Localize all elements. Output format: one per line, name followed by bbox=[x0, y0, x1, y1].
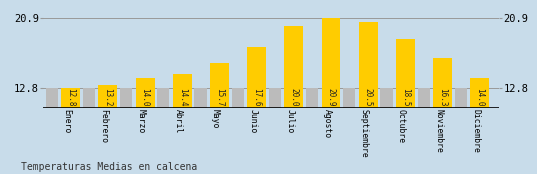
Text: 20.5: 20.5 bbox=[364, 88, 373, 107]
Bar bbox=[380, 88, 393, 108]
Bar bbox=[470, 78, 489, 108]
Bar bbox=[343, 88, 355, 108]
Bar bbox=[98, 85, 118, 108]
Text: 13.2: 13.2 bbox=[104, 88, 112, 107]
Bar bbox=[231, 88, 244, 108]
Bar bbox=[210, 63, 229, 108]
Bar bbox=[173, 74, 192, 108]
Bar bbox=[194, 88, 207, 108]
Text: 16.3: 16.3 bbox=[438, 88, 447, 107]
Bar bbox=[359, 22, 378, 108]
Bar bbox=[269, 88, 281, 108]
Text: 14.4: 14.4 bbox=[178, 88, 187, 107]
Bar bbox=[455, 88, 467, 108]
Bar bbox=[157, 88, 169, 108]
Bar bbox=[285, 26, 303, 108]
Text: 14.0: 14.0 bbox=[141, 88, 150, 107]
Text: 14.0: 14.0 bbox=[475, 88, 484, 107]
Bar bbox=[306, 88, 318, 108]
Text: 20.9: 20.9 bbox=[326, 88, 336, 107]
Bar bbox=[396, 39, 415, 108]
Bar bbox=[83, 88, 95, 108]
Text: 20.0: 20.0 bbox=[289, 88, 299, 107]
Bar bbox=[120, 88, 132, 108]
Text: Temperaturas Medias en calcena: Temperaturas Medias en calcena bbox=[21, 162, 198, 172]
Bar bbox=[247, 47, 266, 108]
Text: 18.5: 18.5 bbox=[401, 88, 410, 107]
Text: 17.6: 17.6 bbox=[252, 88, 261, 107]
Text: 12.8: 12.8 bbox=[66, 88, 75, 107]
Bar bbox=[322, 18, 340, 108]
Bar bbox=[61, 88, 80, 108]
Bar bbox=[46, 88, 58, 108]
Bar bbox=[418, 88, 430, 108]
Bar bbox=[136, 78, 155, 108]
Text: 15.7: 15.7 bbox=[215, 88, 224, 107]
Bar bbox=[433, 58, 452, 108]
